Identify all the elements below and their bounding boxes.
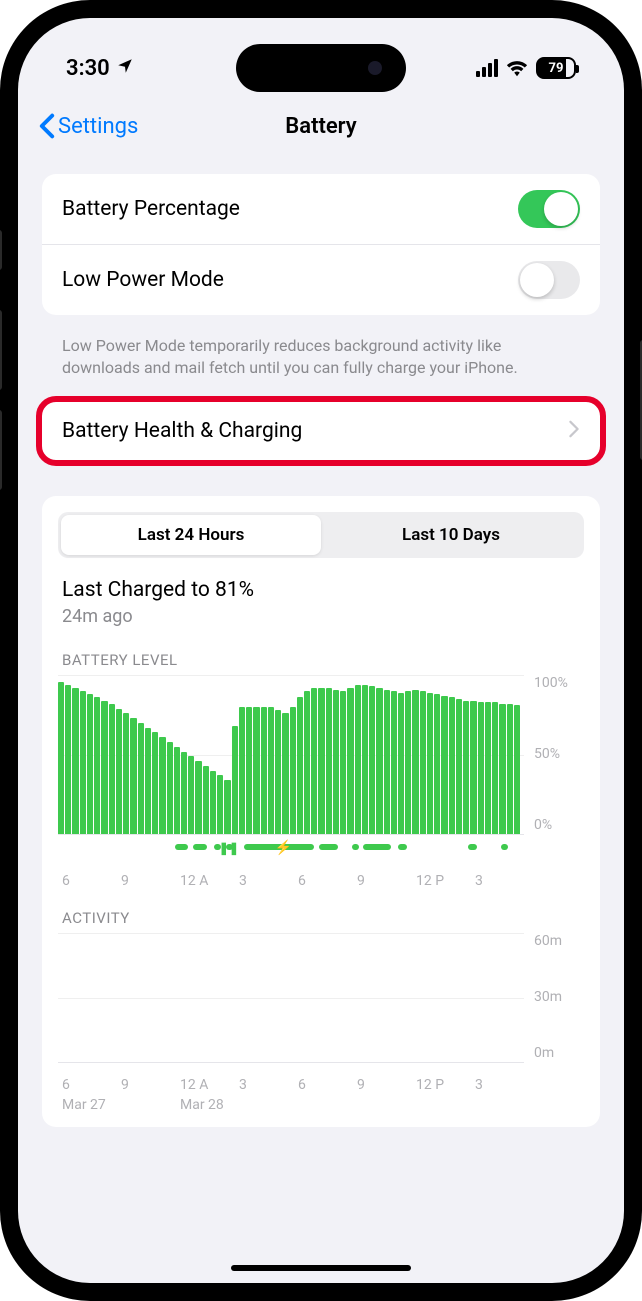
battery-percentage-toggle[interactable]: [518, 190, 580, 228]
low-power-mode-label: Low Power Mode: [62, 268, 224, 292]
wifi-icon: [506, 59, 528, 77]
nav-bar: Settings Battery: [18, 98, 624, 154]
activity-label: ACTIVITY: [58, 909, 584, 927]
page-title: Battery: [285, 114, 356, 139]
segment-10d[interactable]: Last 10 Days: [321, 515, 581, 555]
last-charged-sub: 24m ago: [58, 606, 584, 627]
activity-chart[interactable]: [58, 933, 524, 1063]
activity-date-row: Mar 27 Mar 28: [58, 1097, 584, 1123]
battery-status-icon: 79: [536, 57, 576, 79]
battery-level-label: BATTERY LEVEL: [58, 651, 584, 669]
battery-health-label: Battery Health & Charging: [62, 419, 302, 443]
back-button[interactable]: Settings: [38, 113, 138, 139]
back-label: Settings: [58, 114, 138, 139]
dynamic-island: [236, 44, 406, 92]
last-charged-title: Last Charged to 81%: [58, 578, 584, 602]
charging-strip: ⚡❚❚: [58, 840, 524, 854]
battery-percentage-label: Battery Percentage: [62, 197, 240, 221]
location-icon: [116, 56, 134, 81]
cellular-icon: [474, 59, 498, 77]
low-power-mode-toggle[interactable]: [518, 261, 580, 299]
segment-24h[interactable]: Last 24 Hours: [61, 515, 321, 555]
battery-health-row[interactable]: Battery Health & Charging: [42, 402, 600, 460]
time-range-segmented: Last 24 Hours Last 10 Days: [58, 512, 584, 558]
status-time: 3:30: [66, 56, 110, 81]
activity-x-axis: 6912 A36912 P3: [58, 1071, 584, 1097]
battery-x-axis: 6912 A36912 P3: [58, 867, 584, 893]
battery-percentage-row: Battery Percentage: [42, 174, 600, 244]
battery-y-axis: 100% 50% 0%: [534, 675, 584, 835]
low-power-note: Low Power Mode temporarily reduces backg…: [42, 327, 600, 402]
chevron-right-icon: [568, 420, 580, 442]
activity-y-axis: 60m 30m 0m: [534, 933, 584, 1063]
battery-level-chart[interactable]: ⚡❚❚: [58, 675, 524, 835]
toggles-group: Battery Percentage Low Power Mode: [42, 174, 600, 315]
usage-card: Last 24 Hours Last 10 Days Last Charged …: [42, 496, 600, 1127]
home-indicator[interactable]: [231, 1265, 411, 1271]
low-power-mode-row: Low Power Mode: [42, 244, 600, 315]
